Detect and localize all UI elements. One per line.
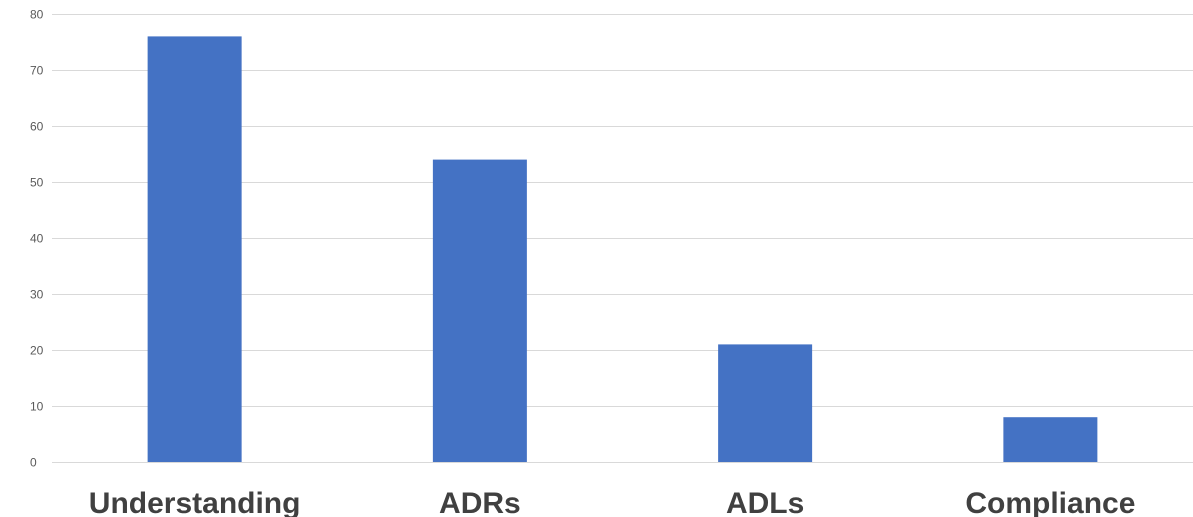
y-tick-label: 40: [30, 232, 44, 246]
x-axis-ticks: Understanding ADRs ADLs Compliance: [89, 487, 1136, 517]
y-tick-label: 60: [30, 120, 44, 134]
y-tick-label: 10: [30, 400, 44, 414]
gridlines: [52, 14, 1193, 463]
x-tick-label-understanding: Understanding: [89, 487, 301, 517]
y-axis-ticks: 0 10 20 30 40 50 60 70 80: [30, 8, 44, 470]
y-tick-label: 30: [30, 288, 44, 302]
x-tick-label-adls: ADLs: [726, 487, 804, 517]
y-tick-label: 50: [30, 176, 44, 190]
y-tick-label: 70: [30, 64, 44, 78]
x-tick-label-compliance: Compliance: [965, 487, 1135, 517]
bar-compliance: [1003, 417, 1098, 462]
y-tick-label: 80: [30, 8, 44, 22]
bar-adls: [718, 344, 813, 462]
bars: [147, 36, 1098, 463]
y-tick-label: 20: [30, 344, 44, 358]
bar-understanding: [147, 36, 242, 463]
y-tick-label: 0: [30, 456, 37, 470]
bar-adrs: [432, 159, 527, 462]
x-tick-label-adrs: ADRs: [439, 487, 521, 517]
